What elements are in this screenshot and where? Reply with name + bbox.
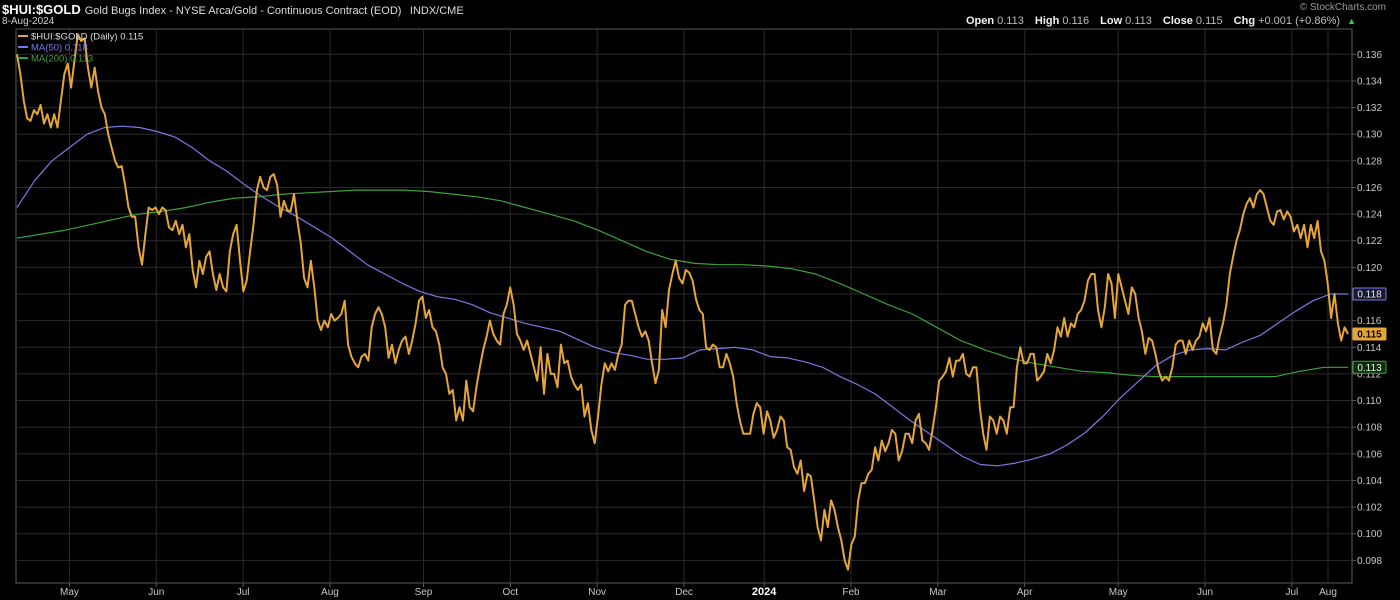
x-tick-label: Jun <box>1197 587 1213 598</box>
y-tick-label: 0.114 <box>1357 343 1382 354</box>
y-tick-label: 0.124 <box>1357 210 1382 221</box>
series-lines <box>16 33 1349 571</box>
close-label: Close <box>1162 15 1193 27</box>
x-tick-label: Nov <box>588 587 606 598</box>
y-tick-label: 0.136 <box>1357 50 1382 61</box>
x-tick-label: Feb <box>842 587 860 598</box>
x-tick-label: Aug <box>1319 587 1337 598</box>
x-tick-label: Apr <box>1017 587 1033 598</box>
ohlc-readout: Open 0.113 High 0.116 Low 0.113 Close 0.115 … <box>958 15 1356 27</box>
y-tick-label: 0.128 <box>1357 156 1382 167</box>
x-tick-label: May <box>1109 587 1128 598</box>
y-tick-label: 0.134 <box>1357 76 1382 87</box>
high-value: 0.116 <box>1062 15 1090 27</box>
chg-value: +0.001 (+0.86%) <box>1258 15 1341 27</box>
last-value-labels: 0.118 0.115 0.113 <box>1352 287 1387 374</box>
price-line <box>16 33 1349 571</box>
y-tick-label: 0.100 <box>1357 529 1382 540</box>
x-tick-label: Jul <box>1285 587 1298 598</box>
x-tick-label: Mar <box>929 587 947 598</box>
x-tick-label: Aug <box>321 587 339 598</box>
y-tick-label: 0.110 <box>1357 396 1382 407</box>
high-label: High <box>1034 15 1060 27</box>
x-tick-label: 2024 <box>752 586 777 598</box>
legend-label: MA(200) 0.113 <box>31 54 93 65</box>
last-value-text-price: 0.115 <box>1357 329 1382 340</box>
legend-label: MA(50) 0.118 <box>31 43 88 54</box>
chg-label: Chg <box>1233 15 1256 27</box>
close-value: 0.115 <box>1195 15 1223 27</box>
brand-watermark: © StockCharts.com <box>1299 2 1386 13</box>
exchange-label: INDX/CME <box>409 5 464 17</box>
x-tick-label: Jul <box>237 587 250 598</box>
chart-header: $HUI:$GOLD Gold Bugs Index - NYSE Arca/Go… <box>2 1 464 19</box>
instrument-description: Gold Bugs Index - NYSE Arca/Gold - Conti… <box>84 5 402 17</box>
ma50-line <box>16 125 1348 467</box>
y-tick-label: 0.132 <box>1357 103 1382 114</box>
up-triangle-icon: ▲ <box>1347 16 1356 26</box>
y-tick-label: 0.098 <box>1357 556 1382 567</box>
legend-label: $HUI:$GOLD (Daily) 0.115 <box>31 32 143 43</box>
y-tick-label: 0.112 <box>1357 369 1382 380</box>
last-value-text-ma200: 0.113 <box>1357 363 1382 374</box>
ma200-line <box>16 189 1348 378</box>
y-tick-label: 0.102 <box>1357 503 1382 514</box>
last-value-tag-price <box>1352 327 1387 341</box>
open-value: 0.113 <box>997 15 1024 27</box>
y-tick-label: 0.104 <box>1357 476 1382 487</box>
x-tick-label: Dec <box>675 587 693 598</box>
x-tick-label: Sep <box>415 587 433 598</box>
last-value-tag-ma50 <box>1352 287 1387 301</box>
y-tick-label: 0.122 <box>1357 236 1382 247</box>
grid-lines <box>16 29 1352 583</box>
y-tick-label: 0.106 <box>1357 449 1382 460</box>
last-value-tag-ma200 <box>1352 360 1387 374</box>
x-axis: May Jun Jul Aug Sep Oct Nov Dec 2024 Feb Mar Apr May… <box>60 583 1337 598</box>
x-tick-label: Jun <box>148 587 164 598</box>
y-tick-label: 0.116 <box>1357 316 1382 327</box>
x-tick-label: May <box>60 587 79 598</box>
y-axis: 0.098 0.100 0.102 0.104 0.106 0.108 0.110 0.112… <box>1352 50 1382 567</box>
ticker-symbol: $HUI:$GOLD <box>2 2 81 17</box>
low-value: 0.113 <box>1125 15 1152 27</box>
open-label: Open <box>966 15 995 27</box>
y-tick-label: 0.130 <box>1357 130 1382 141</box>
y-tick-label: 0.120 <box>1357 263 1382 274</box>
y-tick-label: 0.108 <box>1357 423 1382 434</box>
chart-date: 8-Aug-2024 <box>2 16 55 27</box>
y-tick-label: 0.126 <box>1357 183 1382 194</box>
last-value-text-ma50: 0.118 <box>1357 290 1382 301</box>
low-label: Low <box>1100 15 1123 27</box>
x-tick-label: Oct <box>503 587 519 598</box>
